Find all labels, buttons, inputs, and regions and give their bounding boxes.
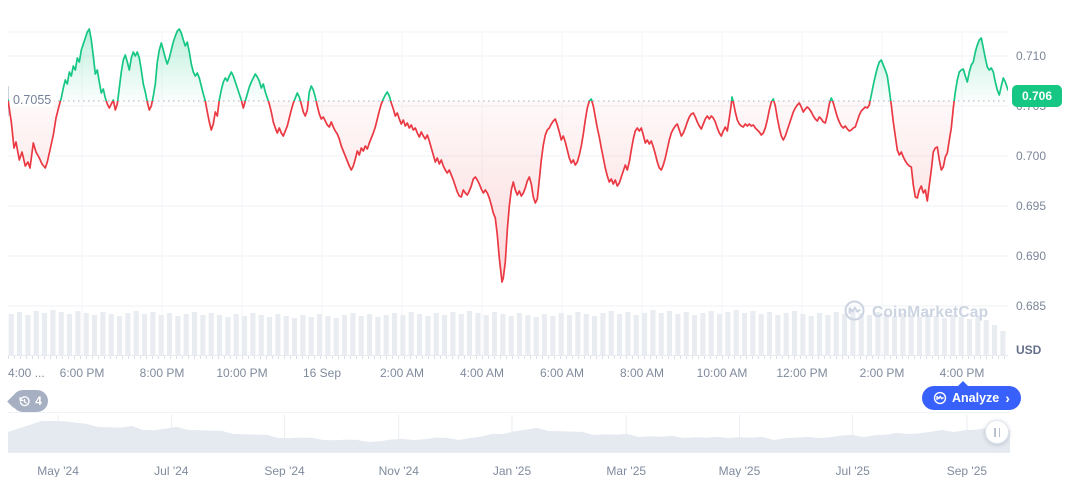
navigator-range-handle[interactable] — [985, 420, 1009, 444]
x-axis-label: 6:00 AM — [539, 366, 585, 380]
x-axis-label: 4:00 PM — [939, 366, 985, 380]
nav-date-label: Jan '25 — [492, 464, 532, 477]
nav-date-label: May '24 — [37, 464, 79, 477]
nav-date-label: Sep '25 — [946, 464, 988, 477]
x-axis-label: 2:00 AM — [379, 366, 425, 380]
nav-date-label: Mar '25 — [606, 464, 647, 477]
nav-date-label: Sep '24 — [264, 464, 305, 477]
nav-date-label: Nov '24 — [378, 464, 419, 477]
price-line-down — [8, 101, 956, 283]
price-series — [8, 28, 1008, 283]
nav-date-label: May '25 — [718, 464, 761, 477]
handle-grip-icon — [994, 427, 996, 437]
x-axis-label: 16 Sep — [302, 366, 342, 380]
handle-grip-icon — [998, 427, 1000, 437]
history-count: 4 — [35, 394, 42, 408]
x-axis-label: 8:00 PM — [139, 366, 185, 380]
x-axis-label: 10:00 PM — [216, 366, 268, 380]
x-axis-label: 6:00 PM — [59, 366, 105, 380]
x-axis-label: 2:00 PM — [859, 366, 905, 380]
chevron-right-icon: › — [1005, 390, 1010, 406]
x-axis-label: 8:00 AM — [619, 366, 665, 380]
baseline-price-label: 0.7055 — [10, 93, 55, 107]
coinmarketcap-logo-icon — [933, 391, 947, 405]
range-navigator[interactable] — [8, 415, 1010, 453]
nav-date-label: Jul '25 — [835, 464, 870, 477]
nav-date-label: Jul '24 — [154, 464, 189, 477]
analyze-button[interactable]: Analyze › — [922, 381, 1021, 410]
y-axis-label: 0.695 — [1016, 199, 1047, 213]
navigator-area — [8, 420, 1010, 452]
x-axis-label: 4:00 AM — [459, 366, 505, 380]
navigator-axis: May '24 Jul '24 Sep '24 Nov '24 Jan '25 Mar '… — [0, 464, 1072, 477]
y-axis-label: 0.685 — [1016, 299, 1047, 313]
x-axis-label: 12:00 PM — [776, 366, 828, 380]
analyze-label: Analyze — [952, 391, 1000, 405]
volume-bars — [8, 310, 1006, 355]
history-badge[interactable]: 4 — [7, 390, 48, 412]
current-price-badge: 0.706 — [1012, 85, 1062, 107]
x-axis: 4:00 ... 6:00 PM 8:00 PM 10:00 PM 16 Sep 2:00… — [0, 366, 1072, 380]
analyze-pointer-icon — [958, 381, 968, 386]
history-clock-icon — [18, 395, 31, 408]
y-axis-label: 0.690 — [1016, 249, 1047, 263]
y-axis-unit-label: USD — [1016, 343, 1042, 357]
x-axis-ticks — [8, 355, 1008, 359]
y-axis-label: 0.710 — [1016, 49, 1047, 63]
x-axis-label: 10:00 AM — [696, 366, 748, 380]
price-line-up — [8, 28, 1008, 101]
y-axis-label: 0.700 — [1016, 149, 1047, 163]
x-axis-label: 4:00 ... — [8, 366, 45, 380]
